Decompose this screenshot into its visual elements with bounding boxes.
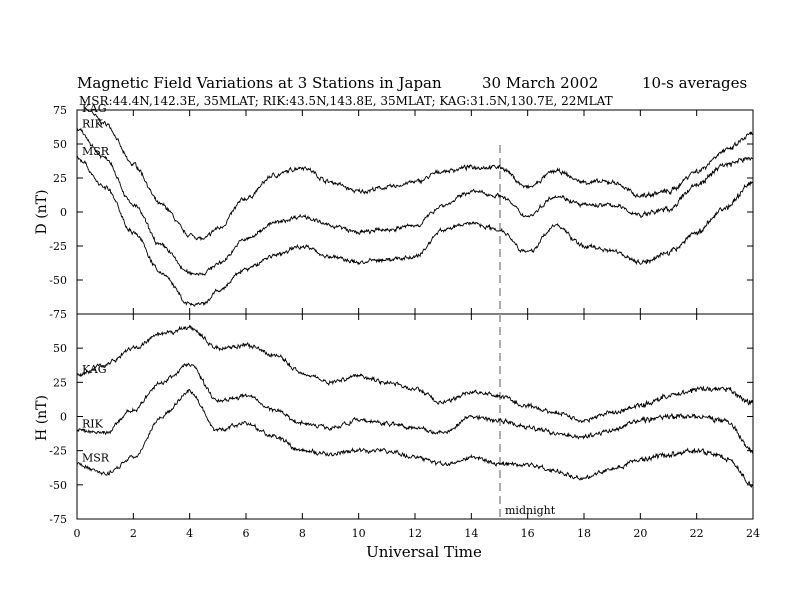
series-line-msr bbox=[76, 388, 754, 488]
panel-d-frame bbox=[76, 109, 754, 315]
ytick-label: 75 bbox=[53, 104, 67, 117]
xlabel: Universal Time bbox=[366, 543, 482, 561]
ylabel-h: H (nT) bbox=[34, 395, 50, 441]
ytick-label: -25 bbox=[49, 240, 67, 253]
ytick-label: -75 bbox=[49, 308, 67, 321]
ytick-label: 0 bbox=[60, 206, 67, 219]
xtick-label: 8 bbox=[299, 527, 306, 540]
series-label-msr: MSR bbox=[82, 145, 110, 158]
xtick-label: 12 bbox=[408, 527, 422, 540]
series-label-rik: RIK bbox=[82, 118, 104, 131]
chart-title: Magnetic Field Variations at 3 Stations … bbox=[77, 74, 442, 92]
panel-h-frame bbox=[76, 313, 754, 520]
ytick-label: 50 bbox=[53, 138, 67, 151]
xtick-label: 22 bbox=[690, 527, 704, 540]
xtick-label: 2 bbox=[130, 527, 137, 540]
series-label-kag: KAG bbox=[82, 363, 107, 376]
series-line-kag bbox=[76, 324, 754, 424]
ytick-label: -25 bbox=[49, 445, 67, 458]
xtick-label: 20 bbox=[633, 527, 647, 540]
ytick-label: 25 bbox=[53, 376, 67, 389]
ytick-label: -50 bbox=[49, 274, 67, 287]
series-line-rik bbox=[76, 362, 754, 454]
stations-subtitle: MSR:44.4N,142.3E, 35MLAT; RIK:43.5N,143.… bbox=[79, 94, 613, 108]
xtick-label: 0 bbox=[74, 527, 81, 540]
xtick-label: 4 bbox=[186, 527, 193, 540]
xtick-label: 16 bbox=[521, 527, 535, 540]
series-line-rik bbox=[76, 127, 754, 277]
chart-averaging: 10-s averages bbox=[642, 74, 747, 92]
series-line-kag bbox=[77, 109, 753, 242]
ytick-label: 25 bbox=[53, 172, 67, 185]
xtick-label: 10 bbox=[352, 527, 366, 540]
chart-date: 30 March 2002 bbox=[482, 74, 598, 92]
midnight-label: midnight bbox=[505, 504, 556, 517]
series-line-msr bbox=[76, 155, 754, 307]
series-label-msr: MSR bbox=[82, 452, 110, 465]
xtick-label: 18 bbox=[577, 527, 591, 540]
chart-marks: 75 50 25 0 -25 -50 -75 KAG RIK MSR 50 25 0 -25 -50 -75 0… bbox=[49, 102, 760, 540]
xtick-label: 14 bbox=[464, 527, 478, 540]
series-label-kag: KAG bbox=[82, 102, 107, 115]
ytick-label: 0 bbox=[60, 411, 67, 424]
ylabel-d: D (nT) bbox=[34, 190, 50, 235]
ytick-label: -75 bbox=[49, 513, 67, 526]
ytick-label: 50 bbox=[53, 342, 67, 355]
series-label-rik: RIK bbox=[82, 417, 104, 430]
xtick-label: 6 bbox=[243, 527, 250, 540]
xtick-label: 24 bbox=[746, 527, 760, 540]
ytick-label: -50 bbox=[49, 479, 67, 492]
